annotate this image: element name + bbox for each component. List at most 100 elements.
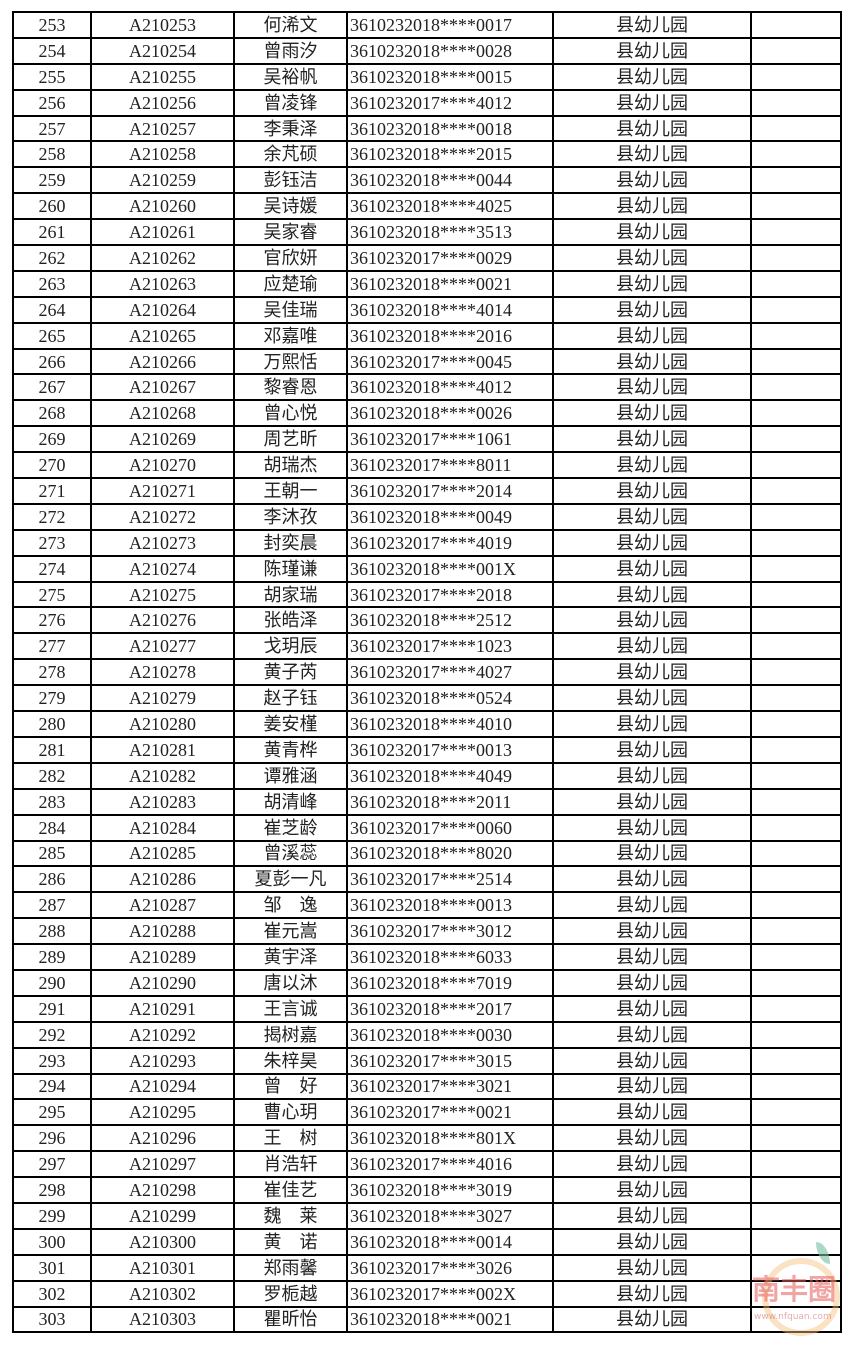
id-number-cell: 3610232017****4019 [346,528,554,557]
table-row: 292 A210292 揭树嘉 3610232018****0030 县幼儿园 [12,1020,842,1049]
table-row: 280 A210280 姜安槿 3610232018****4010 县幼儿园 [12,710,842,738]
remarks-cell [750,761,842,790]
school-cell: 县幼儿园 [552,1279,752,1308]
applicant-id-cell: A210257 [90,114,235,143]
remarks-cell [750,891,842,920]
applicant-id-cell: A210290 [90,968,235,997]
child-name-cell: 王 树 [233,1124,348,1153]
child-name-cell: 彭钰洁 [233,166,348,195]
child-name-cell: 余芃硕 [233,140,348,169]
row-number-cell: 267 [12,373,92,402]
applicant-id-cell: A210296 [90,1124,235,1153]
row-number-cell: 277 [12,632,92,661]
id-number-cell: 3610232017****4027 [346,658,554,687]
remarks-cell [750,11,842,39]
school-cell: 县幼儿园 [552,1305,752,1334]
id-number-cell: 3610232018****2017 [346,994,554,1023]
remarks-cell [750,425,842,454]
applicant-id-cell: A210298 [90,1176,235,1204]
school-cell: 县幼儿园 [552,1176,752,1204]
child-name-cell: 吴佳瑞 [233,295,348,324]
table-row: 301 A210301 郑雨馨 3610232017****3026 县幼儿园 [12,1253,842,1282]
row-number-cell: 253 [12,11,92,39]
school-cell: 县幼儿园 [552,1124,752,1153]
remarks-cell [750,994,842,1023]
id-number-cell: 3610232018****4010 [346,710,554,738]
id-number-cell: 3610232017****0060 [346,813,554,842]
table-row: 303 A210303 瞿昕怡 3610232018****0021 县幼儿园 [12,1305,842,1334]
id-number-cell: 3610232018****2015 [346,140,554,169]
school-cell: 县幼儿园 [552,1098,752,1127]
child-name-cell: 王朝一 [233,477,348,505]
applicant-id-cell: A210302 [90,1279,235,1308]
applicant-id-cell: A210264 [90,295,235,324]
child-name-cell: 何浠文 [233,11,348,39]
id-number-cell: 3610232017****0021 [346,1098,554,1127]
id-number-cell: 3610232018****3513 [346,218,554,247]
id-number-cell: 3610232018****2011 [346,787,554,816]
school-cell: 县幼儿园 [552,606,752,635]
applicant-id-cell: A210300 [90,1227,235,1256]
row-number-cell: 300 [12,1227,92,1256]
row-number-cell: 286 [12,865,92,894]
table-row: 277 A210277 戈玥辰 3610232017****1023 县幼儿园 [12,632,842,661]
applicant-id-cell: A210279 [90,684,235,713]
id-number-cell: 3610232018****0014 [346,1227,554,1256]
child-name-cell: 魏 莱 [233,1201,348,1230]
id-number-cell: 3610232018****0026 [346,399,554,428]
table-row: 299 A210299 魏 莱 3610232018****3027 县幼儿园 [12,1201,842,1230]
table-row: 278 A210278 黄子芮 3610232017****4027 县幼儿园 [12,658,842,687]
child-name-cell: 吴家睿 [233,218,348,247]
row-number-cell: 296 [12,1124,92,1153]
row-number-cell: 273 [12,528,92,557]
applicant-id-cell: A210280 [90,710,235,738]
remarks-cell [750,710,842,738]
remarks-cell [750,502,842,531]
table-row: 255 A210255 吴裕帆 3610232018****0015 县幼儿园 [12,62,842,91]
table-row: 300 A210300 黄 诺 3610232018****0014 县幼儿园 [12,1227,842,1256]
child-name-cell: 罗栀越 [233,1279,348,1308]
child-name-cell: 曹心玥 [233,1098,348,1127]
applicant-id-cell: A210271 [90,477,235,505]
row-number-cell: 287 [12,891,92,920]
child-name-cell: 瞿昕怡 [233,1305,348,1334]
table-row: 261 A210261 吴家睿 3610232018****3513 县幼儿园 [12,218,842,247]
applicant-id-cell: A210262 [90,244,235,272]
remarks-cell [750,399,842,428]
id-number-cell: 3610232018****4049 [346,761,554,790]
applicant-id-cell: A210258 [90,140,235,169]
id-number-cell: 3610232017****1061 [346,425,554,454]
table-row: 287 A210287 邹 逸 3610232018****0013 县幼儿园 [12,891,842,920]
table-row: 257 A210257 李秉泽 3610232018****0018 县幼儿园 [12,114,842,143]
child-name-cell: 曾心悦 [233,399,348,428]
school-cell: 县幼儿园 [552,735,752,764]
school-cell: 县幼儿园 [552,11,752,39]
school-cell: 县幼儿园 [552,943,752,971]
school-cell: 县幼儿园 [552,658,752,687]
applicant-id-cell: A210294 [90,1072,235,1101]
remarks-cell [750,36,842,65]
row-number-cell: 283 [12,787,92,816]
remarks-cell [750,943,842,971]
school-cell: 县幼儿园 [552,968,752,997]
school-cell: 县幼儿园 [552,1227,752,1256]
remarks-cell [750,1279,842,1308]
school-cell: 县幼儿园 [552,761,752,790]
row-number-cell: 291 [12,994,92,1023]
school-cell: 县幼儿园 [552,36,752,65]
school-cell: 县幼儿园 [552,813,752,842]
child-name-cell: 王言诚 [233,994,348,1023]
school-cell: 县幼儿园 [552,528,752,557]
remarks-cell [750,658,842,687]
remarks-cell [750,166,842,195]
remarks-cell [750,1227,842,1256]
remarks-cell [750,114,842,143]
school-cell: 县幼儿园 [552,580,752,609]
id-number-cell: 3610232018****0015 [346,62,554,91]
child-name-cell: 封奕晨 [233,528,348,557]
school-cell: 县幼儿园 [552,632,752,661]
child-name-cell: 崔芝龄 [233,813,348,842]
table-row: 266 A210266 万熙恬 3610232017****0045 县幼儿园 [12,347,842,376]
school-cell: 县幼儿园 [552,477,752,505]
applicant-id-cell: A210278 [90,658,235,687]
